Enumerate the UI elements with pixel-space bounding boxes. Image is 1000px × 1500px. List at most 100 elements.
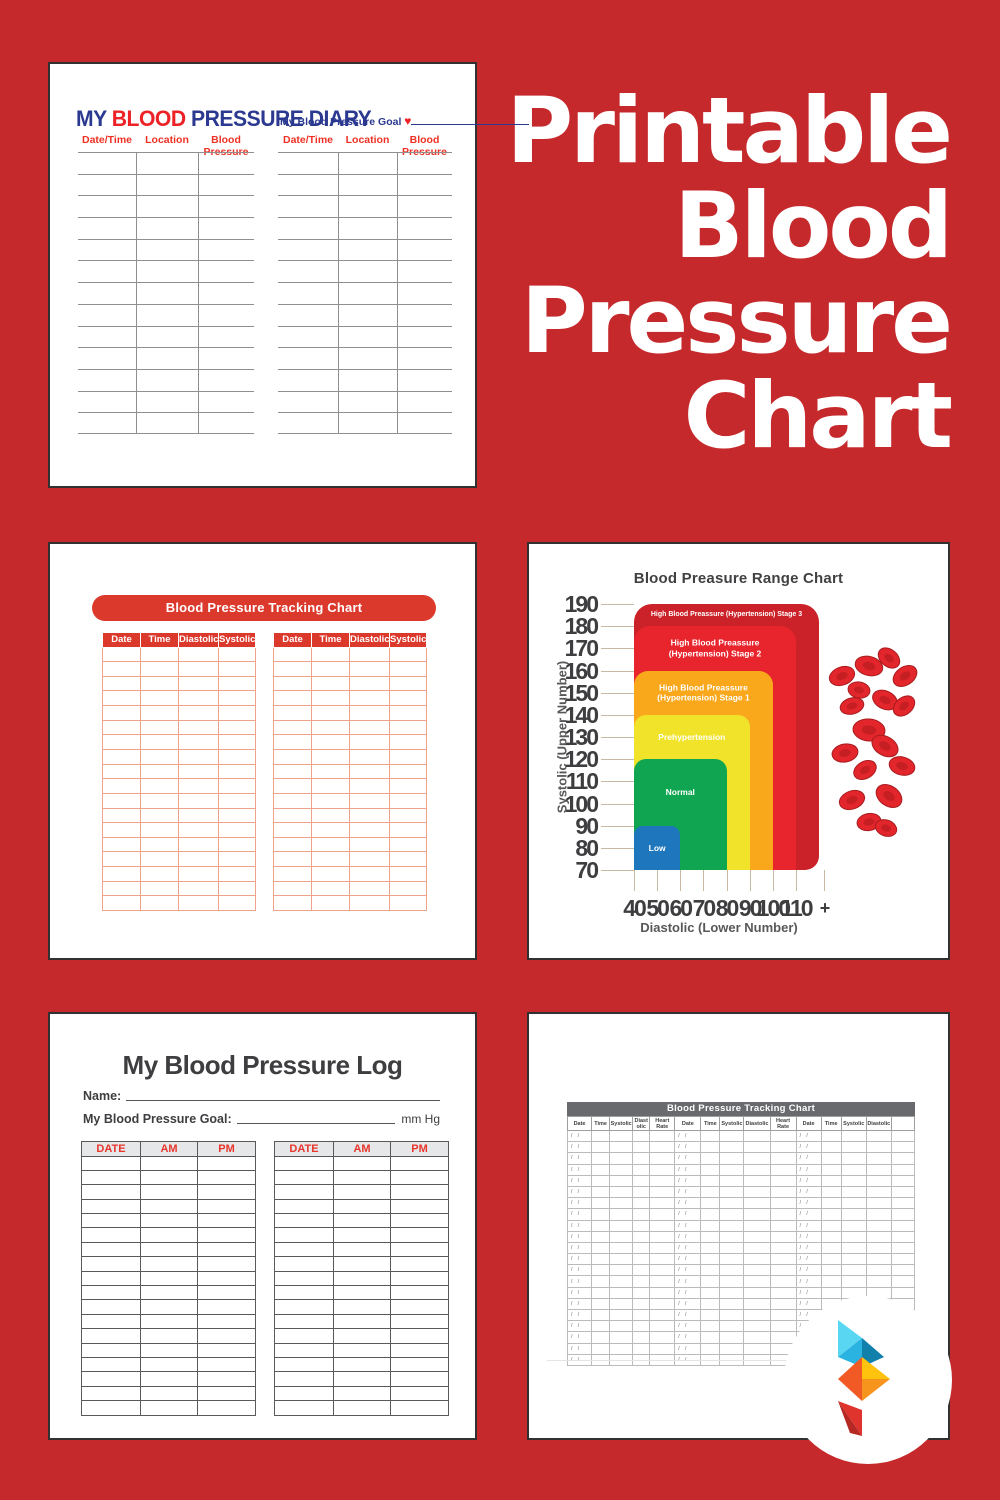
y-tick-line — [601, 803, 634, 805]
x-tick-line — [824, 870, 825, 891]
table-row: / // // / — [566, 1230, 916, 1243]
goal-unit: mm Hg — [401, 1112, 440, 1126]
table-row — [273, 661, 427, 677]
y-tick-line — [601, 692, 634, 694]
table-row — [102, 705, 256, 721]
card-blood-pressure-log: My Blood Pressure Log Name: My Blood Pre… — [48, 1012, 477, 1440]
column-divider — [136, 152, 137, 433]
table-row — [81, 1198, 256, 1215]
x-tick-line — [772, 870, 774, 891]
table-row — [81, 1400, 256, 1416]
table-row — [78, 412, 254, 434]
poster-title-line: Printable — [506, 79, 953, 184]
diary-table — [78, 152, 254, 434]
column-header: DATE — [81, 1141, 141, 1157]
table-row — [78, 368, 254, 391]
table-row: / // // / — [566, 1219, 916, 1232]
y-tick-line — [601, 870, 634, 871]
y-tick-line — [601, 781, 634, 783]
table-row — [102, 763, 256, 780]
table-row — [273, 851, 427, 868]
table-row — [102, 807, 256, 824]
goal-blank-line — [236, 1122, 396, 1124]
column-header: Time — [820, 1116, 842, 1131]
table-row — [78, 325, 254, 348]
table-row — [102, 690, 256, 707]
table-row — [102, 851, 256, 868]
range-zone-label: High Blood Preassure (Hypertension) Stag… — [657, 682, 750, 703]
table-row: / // // / — [566, 1141, 916, 1154]
range-zone-label: High Blood Preassure (Hypertension) Stag… — [650, 610, 803, 618]
table-row — [274, 1342, 449, 1358]
column-header: Date — [273, 632, 312, 648]
x-tick-label: 60 — [669, 895, 693, 921]
table-row — [102, 836, 256, 853]
column-header: DATE — [274, 1141, 334, 1157]
table-row — [78, 217, 254, 239]
table-row — [81, 1169, 256, 1186]
log-name-row: Name: — [83, 1088, 440, 1103]
column-header: Location — [145, 134, 189, 146]
table-row — [278, 238, 452, 261]
column-header: Heart Rate — [649, 1116, 676, 1131]
y-tick-label: 100 — [564, 790, 599, 817]
column-header: Date — [674, 1116, 702, 1131]
x-tick-line — [657, 870, 659, 891]
table-row — [274, 1256, 449, 1272]
table-row — [274, 1371, 449, 1387]
table-row — [102, 778, 256, 794]
table-row — [273, 778, 427, 794]
y-tick-label: 130 — [564, 724, 599, 750]
table-row — [102, 792, 256, 809]
y-tick-label: 140 — [564, 701, 599, 728]
range-zone-label: Normal — [665, 787, 695, 798]
x-tick-line — [726, 870, 728, 891]
table-row — [78, 195, 254, 217]
column-header: Date — [795, 1116, 822, 1131]
table-row — [102, 675, 256, 692]
table-row — [78, 303, 254, 326]
diary-column-headers: Date/Time Location Blood Pressure — [78, 134, 254, 158]
y-tick-line — [601, 847, 634, 849]
log-title: My Blood Pressure Log — [122, 1050, 403, 1080]
column-header: AM — [333, 1141, 391, 1157]
table-row — [102, 866, 256, 882]
table-row — [81, 1299, 256, 1315]
table-row — [274, 1356, 449, 1373]
x-tick-label: 100 — [756, 895, 791, 921]
x-tick-label: 110 — [780, 895, 813, 921]
table-row — [278, 195, 452, 217]
table-row — [102, 880, 256, 897]
goal-label: My Blood Pressure Goal: — [83, 1112, 232, 1126]
card-blood-pressure-diary: MY BLOOD PRESSURE DIARY My Blood Pressur… — [48, 62, 530, 488]
y-tick-label: 90 — [575, 812, 599, 839]
divider-line — [547, 1360, 792, 1361]
table-row — [273, 719, 427, 736]
log-table: DATE AM PM — [274, 1141, 449, 1416]
table-row — [278, 347, 452, 369]
x-tick-line — [634, 870, 635, 891]
table-row — [274, 1241, 449, 1258]
column-divider — [397, 152, 398, 433]
table-row — [102, 734, 256, 750]
column-header: Time — [311, 632, 350, 648]
table-row — [278, 260, 452, 282]
table-row: / // // / — [566, 1152, 916, 1165]
table-row — [81, 1270, 256, 1287]
x-tick-label: 50 — [646, 895, 670, 921]
table-row — [273, 763, 427, 780]
poster-title-line: Chart — [683, 364, 953, 469]
table-row — [102, 719, 256, 736]
table-row — [278, 368, 452, 391]
column-header: Date — [566, 1116, 593, 1131]
table-row — [102, 822, 256, 838]
table-row: / // // / — [566, 1264, 916, 1277]
y-tick-label: 160 — [564, 657, 599, 684]
y-tick-line — [601, 714, 634, 716]
table-row — [273, 836, 427, 853]
column-header: Date/Time — [283, 134, 333, 146]
column-header: Systolic — [389, 632, 427, 648]
log-goal-row: My Blood Pressure Goal: mm Hg — [83, 1111, 440, 1126]
column-header: PM — [390, 1141, 449, 1157]
y-tick-label: 190 — [564, 591, 599, 617]
